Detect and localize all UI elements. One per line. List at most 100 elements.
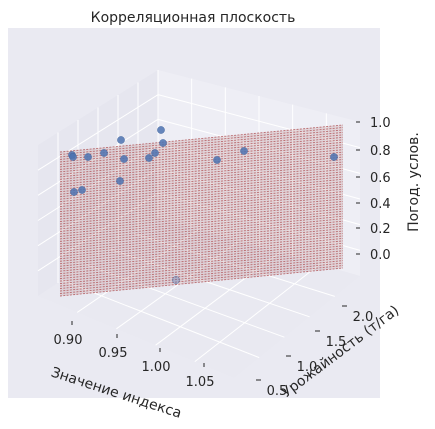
- z-axis-tick-label: 1.0: [370, 116, 391, 131]
- left-pane-horizontal-gridline: [37, 192, 159, 272]
- x-axis-tick-label: 0.95: [99, 346, 128, 361]
- y-axis-tick-label: 2.0: [353, 310, 374, 325]
- plane-line: [59, 230, 344, 260]
- floor-gridline: [155, 252, 280, 346]
- y-axis-tick-label: 1.5: [326, 335, 347, 350]
- plane-line: [59, 166, 344, 195]
- data-point: [240, 147, 248, 155]
- y-axis-tick-label: 1.0: [297, 360, 318, 375]
- regression-plane: [59, 124, 344, 297]
- plane-line: [59, 193, 344, 222]
- plane-line: [59, 164, 344, 193]
- plane-line: [59, 198, 344, 227]
- plane-line: [59, 252, 344, 282]
- plane-line: [59, 205, 344, 235]
- plane-line: [59, 237, 344, 267]
- plane-line: [59, 228, 344, 257]
- plane-line: [59, 260, 344, 289]
- plane-line: [59, 220, 344, 250]
- plane-line: [59, 183, 344, 213]
- floor-gridline: [61, 279, 260, 359]
- y-axis-tick-label: 0.5: [267, 384, 288, 399]
- data-point: [213, 156, 221, 164]
- x-axis-tick-label: 1.00: [142, 360, 171, 375]
- plane-line: [59, 255, 344, 285]
- tick-labels: 0.90 0.95 1.00 1.05 0.5 1.0 1.5 2.0 0.0 0.2 0.4 0.6…: [54, 116, 391, 399]
- plane-line: [59, 191, 344, 220]
- plane-line: [59, 161, 344, 190]
- z-axis-tick-label: 0.2: [370, 222, 391, 237]
- plane-line: [59, 134, 344, 163]
- plane-line: [59, 210, 344, 240]
- plane-line: [59, 240, 344, 270]
- plane-line: [59, 250, 344, 280]
- left-pane-horizontal-gridline: [37, 143, 159, 221]
- plane-line: [59, 262, 344, 292]
- grid-lines: [37, 70, 361, 362]
- left-pane-horizontal-gridline: [37, 168, 159, 247]
- x-axis-tick-label: 0.90: [54, 333, 83, 348]
- chart-title: Корреляционная плоскость: [91, 10, 296, 26]
- x-axis-tick-label: 1.05: [186, 375, 215, 390]
- plane-line: [59, 200, 344, 230]
- data-point: [120, 155, 128, 163]
- plane-line: [59, 203, 344, 232]
- plane-line: [59, 218, 344, 247]
- plane-line: [59, 168, 344, 198]
- data-point: [69, 153, 77, 161]
- plane-line: [59, 188, 344, 217]
- plane-line: [59, 186, 344, 215]
- plane-line: [59, 225, 344, 255]
- data-point: [172, 276, 180, 284]
- plane-line: [59, 149, 344, 178]
- data-point: [151, 149, 159, 157]
- data-point: [145, 154, 153, 162]
- floor-gridline: [85, 264, 285, 338]
- plane-line: [59, 156, 344, 185]
- plane-line: [59, 173, 344, 203]
- plane-line: [59, 181, 344, 210]
- data-point: [117, 136, 125, 144]
- data-point: [78, 186, 86, 194]
- z-axis-label: Погод. услов.: [406, 132, 422, 232]
- data-point: [100, 149, 108, 157]
- right-pane-horizontal-gridline: [157, 118, 361, 174]
- plane-line: [59, 127, 344, 155]
- plane-line: [59, 139, 344, 168]
- plane-line: [59, 144, 344, 173]
- plane-line: [59, 196, 344, 225]
- data-point: [70, 188, 78, 196]
- left-pane-horizontal-gridline: [37, 118, 159, 196]
- z-axis-tick-label: 0.0: [370, 248, 391, 263]
- plane-line: [59, 154, 344, 183]
- plane-line: [59, 141, 344, 170]
- z-axis-tick-label: 0.6: [370, 171, 391, 186]
- plane-line: [59, 223, 344, 252]
- right-pane-horizontal-gridline: [157, 143, 361, 200]
- data-point: [116, 177, 124, 185]
- left-pane-horizontal-gridline: [37, 94, 159, 171]
- floor-gridline: [76, 229, 199, 313]
- data-point: [159, 139, 167, 147]
- plane-line: [59, 146, 344, 175]
- data-points: [68, 126, 338, 284]
- plane-line: [59, 159, 344, 188]
- plane-line: [59, 257, 344, 287]
- plane-line: [59, 242, 344, 272]
- data-point: [157, 126, 165, 134]
- z-axis-tick-label: 0.4: [370, 197, 391, 212]
- data-point: [84, 153, 92, 161]
- floor-pane: [38, 218, 360, 378]
- plane-line: [59, 215, 344, 245]
- plane-line: [59, 136, 344, 165]
- plane-line: [59, 213, 344, 242]
- plane-line: [59, 208, 344, 237]
- plane-line: [59, 245, 344, 275]
- floor-gridline: [194, 264, 320, 362]
- plane-line: [59, 176, 344, 205]
- plane-line: [59, 151, 344, 180]
- floor-gridline: [133, 233, 335, 297]
- plane-line: [59, 267, 344, 297]
- plane-line: [59, 171, 344, 200]
